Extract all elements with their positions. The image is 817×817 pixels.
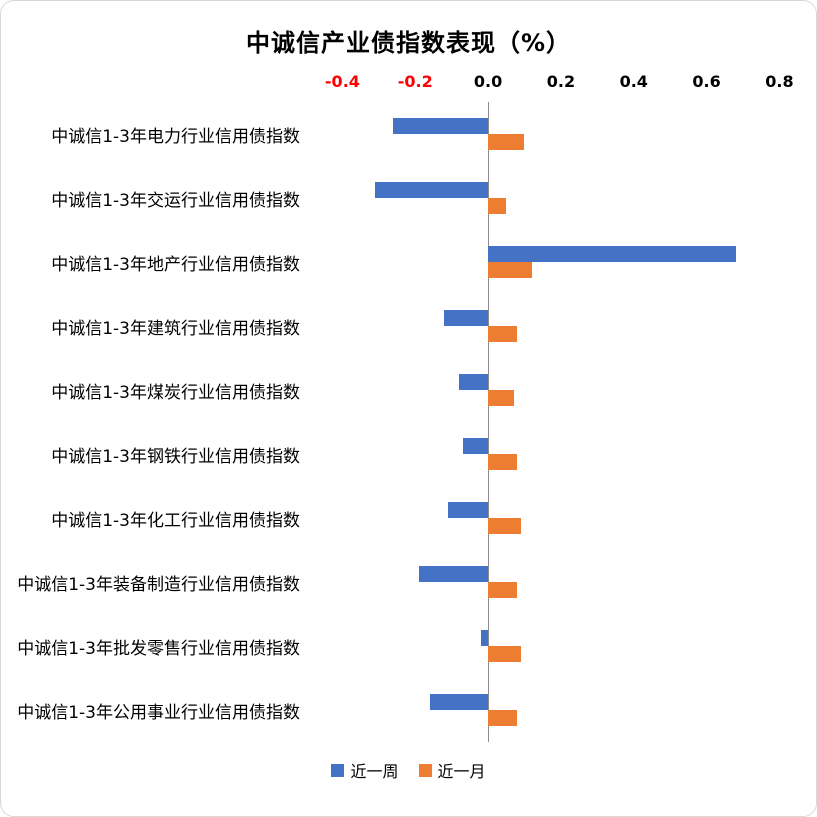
x-axis-tick: -0.2 [397, 72, 433, 91]
category-row: 中诚信1-3年化工行业信用债指数 [1, 486, 794, 550]
legend: 近一周 近一月 [1, 758, 816, 782]
category-row: 中诚信1-3年地产行业信用债指数 [1, 230, 794, 294]
category-label: 中诚信1-3年建筑行业信用债指数 [51, 318, 300, 339]
legend-swatch-month [418, 763, 432, 777]
category-plot [306, 102, 794, 166]
category-plot [306, 294, 794, 358]
legend-item-week: 近一周 [331, 758, 399, 782]
category-plot [306, 358, 794, 422]
x-axis-tick: 0.4 [619, 72, 648, 91]
bar-week [458, 374, 489, 390]
category-plot [306, 550, 794, 614]
category-plot [306, 486, 794, 550]
bar-week [462, 438, 489, 454]
category-row: 中诚信1-3年公用事业行业信用债指数 [1, 678, 794, 742]
bar-month [488, 582, 518, 598]
bar-month [488, 134, 525, 150]
category-row: 中诚信1-3年批发零售行业信用债指数 [1, 614, 794, 678]
category-label: 中诚信1-3年地产行业信用债指数 [51, 254, 300, 275]
category-plot [306, 614, 794, 678]
category-label: 中诚信1-3年公用事业行业信用债指数 [17, 702, 300, 723]
x-axis-tick: 0.0 [473, 72, 503, 91]
bar-week [429, 694, 489, 710]
category-label: 中诚信1-3年装备制造行业信用债指数 [17, 574, 300, 595]
category-row: 中诚信1-3年建筑行业信用债指数 [1, 294, 794, 358]
category-plot [306, 166, 794, 230]
category-row: 中诚信1-3年电力行业信用债指数 [1, 102, 794, 166]
chart-title: 中诚信产业债指数表现（%） [245, 29, 572, 57]
category-label: 中诚信1-3年钢铁行业信用债指数 [51, 446, 300, 467]
bar-month [488, 326, 518, 342]
category-plot [306, 422, 794, 486]
bar-week [393, 118, 489, 134]
bar-month [488, 262, 532, 278]
bar-week [375, 182, 489, 198]
category-plot [306, 230, 794, 294]
legend-swatch-week [331, 763, 345, 777]
legend-item-month: 近一月 [418, 758, 486, 782]
bar-month [488, 518, 521, 534]
bar-month [488, 390, 514, 406]
x-axis-tick: 0.8 [765, 72, 794, 91]
legend-label-week: 近一周 [350, 762, 399, 781]
bar-month [488, 454, 518, 470]
category-row: 中诚信1-3年钢铁行业信用债指数 [1, 422, 794, 486]
bar-week [444, 310, 489, 326]
category-row: 中诚信1-3年装备制造行业信用债指数 [1, 550, 794, 614]
bar-rows: 中诚信1-3年电力行业信用债指数 中诚信1-3年交运行业信用债指数 中诚信1-3年地… [1, 102, 794, 742]
category-row: 中诚信1-3年交运行业信用债指数 [1, 166, 794, 230]
x-axis-tick: 0.2 [546, 72, 576, 91]
category-label: 中诚信1-3年化工行业信用债指数 [51, 510, 300, 531]
bar-month [488, 710, 518, 726]
bar-month [488, 198, 507, 214]
x-axis-tick: 0.6 [692, 72, 721, 91]
category-plot [306, 678, 794, 742]
bar-week [448, 502, 489, 518]
x-axis-tick: -0.4 [324, 72, 360, 91]
category-label: 中诚信1-3年电力行业信用债指数 [51, 126, 300, 147]
category-row: 中诚信1-3年煤炭行业信用债指数 [1, 358, 794, 422]
category-label: 中诚信1-3年批发零售行业信用债指数 [17, 638, 300, 659]
x-axis: -0.4 -0.2 0.0 0.2 0.4 0.6 0.8 [306, 58, 794, 102]
bar-month [488, 646, 521, 662]
bar-week [418, 566, 489, 582]
category-label: 中诚信1-3年交运行业信用债指数 [51, 190, 300, 211]
legend-label-month: 近一月 [437, 762, 486, 781]
category-label: 中诚信1-3年煤炭行业信用债指数 [51, 382, 300, 403]
bar-week [480, 630, 489, 646]
bar-week [488, 246, 736, 262]
